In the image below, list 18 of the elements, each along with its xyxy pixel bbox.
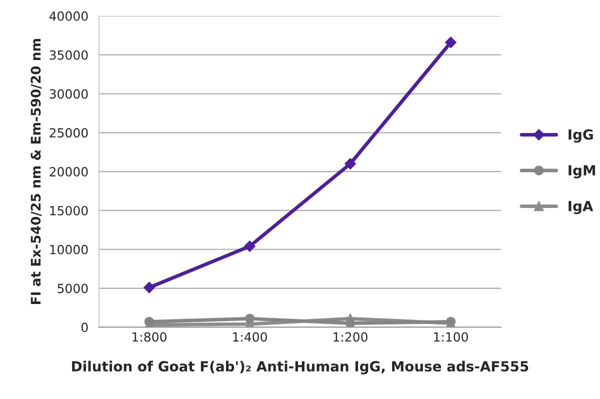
legend-label: IgG	[568, 129, 593, 143]
x-axis-title: Dilution of Goat F(ab')₂ Anti-Human IgG, Mouse ads-AF555	[72, 360, 528, 374]
y-tick-label: 0	[81, 322, 88, 332]
x-tick-label: 1:800	[132, 332, 166, 342]
x-tick-label: 1:200	[334, 332, 368, 342]
y-tick-label: 15000	[50, 206, 88, 216]
y-tick-label: 40000	[49, 11, 88, 21]
legend-label: IgM	[568, 165, 596, 178]
y-axis-title: FI at Ex-540/25 nm & Em-590/20 nm	[30, 39, 42, 304]
y-tick-label: 5000	[58, 284, 88, 294]
x-tick-label: 1:100	[434, 332, 468, 342]
y-tick-label: 35000	[50, 50, 88, 60]
y-tick-label: 30000	[50, 89, 88, 99]
y-tick-label: 25000	[50, 128, 88, 138]
legend-label: IgA	[568, 200, 594, 214]
y-tick-label: 10000	[50, 244, 88, 254]
y-tick-label: 20000	[50, 167, 88, 176]
x-tick-label: 1:400	[233, 332, 267, 342]
